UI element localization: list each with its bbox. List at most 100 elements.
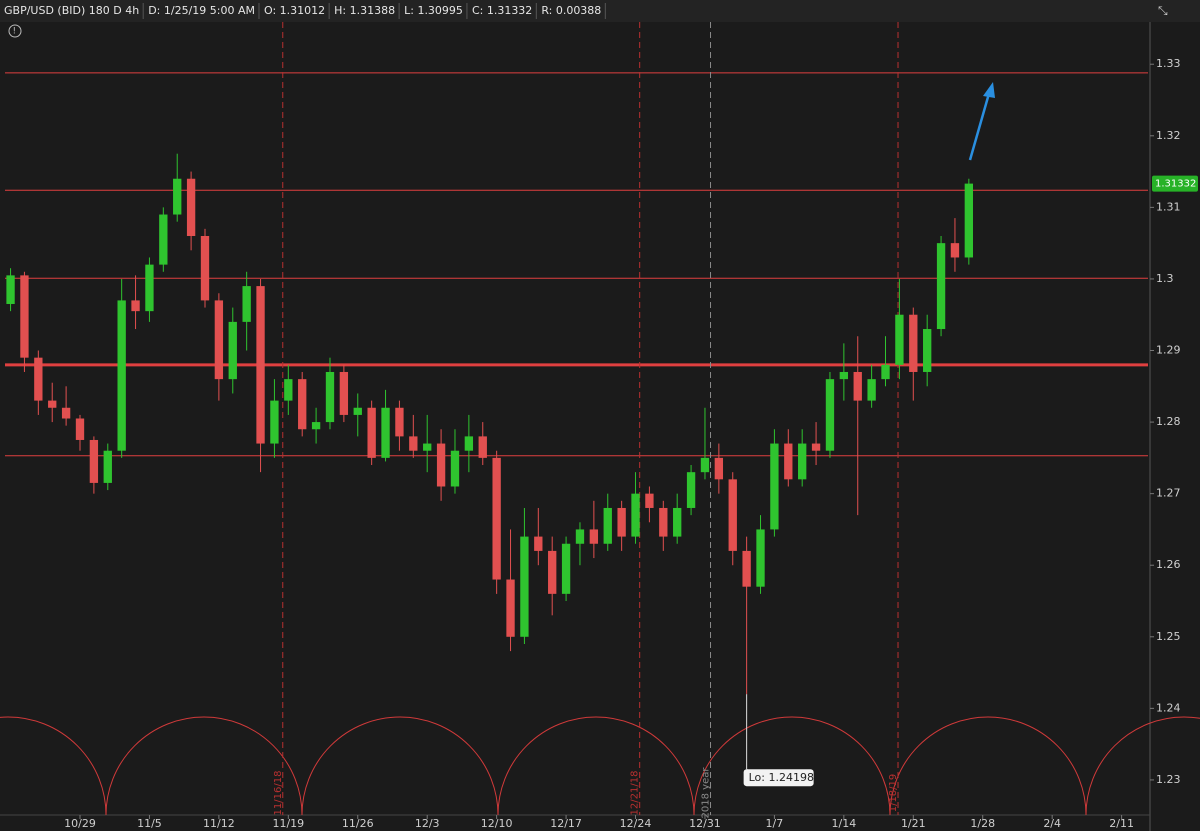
header-field: D: 1/25/19 5:00 AM <box>148 4 255 17</box>
candle-body <box>534 536 543 551</box>
header-field: GBP/USD (BID) 180 D 4h <box>4 4 139 17</box>
y-tick-label: 1.31 <box>1156 200 1181 213</box>
date-marker-label: 1/18/19 <box>888 774 899 813</box>
y-tick-label: 1.29 <box>1156 344 1181 357</box>
candle-body <box>686 472 696 508</box>
candle-body <box>284 379 293 401</box>
candle-body <box>589 529 599 544</box>
candle-body <box>673 507 682 537</box>
candle-body <box>631 493 640 537</box>
candle-body <box>353 407 362 415</box>
candle-body <box>311 422 321 430</box>
candle-body <box>728 479 737 551</box>
x-tick-label: 10/29 <box>64 817 96 830</box>
y-tick-label: 1.27 <box>1156 487 1181 500</box>
y-tick-label: 1.3 <box>1156 272 1174 285</box>
x-tick-label: 1/21 <box>901 817 926 830</box>
candle-body <box>89 439 99 483</box>
candle-body <box>409 436 418 451</box>
header-field: R: 0.00388 <box>541 4 601 17</box>
candle-body <box>436 443 446 487</box>
candle-body <box>464 436 474 451</box>
price-axis <box>1150 22 1200 831</box>
candle-body <box>645 493 654 508</box>
candle-body <box>936 243 946 330</box>
candle-body <box>770 443 779 530</box>
date-marker-label: 12/21/18 <box>630 771 641 816</box>
date-marker-label: 11/16/18 <box>273 771 284 816</box>
candle-body <box>909 314 918 372</box>
candle-body <box>159 214 168 265</box>
candle-body <box>839 371 849 380</box>
x-tick-label: 2/11 <box>1109 817 1134 830</box>
candle-body <box>450 450 460 487</box>
x-tick-label: 11/26 <box>342 817 374 830</box>
candle-body <box>381 407 390 458</box>
tool-icon[interactable]: ⤡ <box>1158 4 1168 18</box>
candle-body <box>242 286 251 322</box>
x-tick-label: 11/12 <box>203 817 235 830</box>
candle-body <box>811 443 821 451</box>
candle-body <box>853 371 862 401</box>
header-field: H: 1.31388 <box>334 4 395 17</box>
x-tick-label: 12/31 <box>689 817 721 830</box>
candle-body <box>881 364 890 380</box>
y-tick-label: 1.33 <box>1156 57 1181 70</box>
candle-body <box>478 436 487 458</box>
x-tick-label: 2/4 <box>1043 817 1061 830</box>
candle-body <box>48 400 57 408</box>
x-tick-label: 1/28 <box>970 817 995 830</box>
candle-body <box>700 457 710 473</box>
candle-body <box>20 275 29 358</box>
arrow <box>968 82 995 161</box>
candle-body <box>825 379 835 451</box>
candle-body <box>575 529 585 544</box>
candle-body <box>256 286 265 444</box>
candle-body <box>214 300 224 380</box>
candle-body <box>950 243 960 258</box>
candle-body <box>395 407 404 437</box>
candle-body <box>117 300 126 451</box>
candle-body <box>298 379 307 430</box>
low-label: Lo: 1.24198 <box>749 771 814 784</box>
header-field: C: 1.31332 <box>472 4 532 17</box>
y-tick-label: 1.32 <box>1156 129 1181 142</box>
candle-body <box>603 507 612 544</box>
candle-body <box>742 550 751 587</box>
candle-body <box>339 371 349 415</box>
header-bar <box>0 0 1200 22</box>
x-tick-label: 12/17 <box>550 817 582 830</box>
candle-body <box>131 300 140 312</box>
candle-body <box>186 178 196 236</box>
x-tick-label: 1/7 <box>766 817 784 830</box>
candle-body <box>867 379 876 401</box>
candle-body <box>756 529 765 587</box>
x-tick-label: 12/24 <box>620 817 652 830</box>
header-field: O: 1.31012 <box>264 4 325 17</box>
candle-body <box>6 275 15 304</box>
x-tick-label: 11/19 <box>272 817 304 830</box>
y-tick-label: 1.26 <box>1156 558 1181 571</box>
y-tick-label: 1.23 <box>1156 773 1181 786</box>
candle-body <box>367 407 376 458</box>
y-tick-label: 1.28 <box>1156 415 1181 428</box>
settings-icon[interactable]: ! <box>13 27 17 37</box>
candle-body <box>228 321 237 380</box>
y-tick-label: 1.24 <box>1156 701 1181 714</box>
candle-body <box>145 264 154 312</box>
candle-body <box>895 314 904 365</box>
candle-body <box>34 357 43 401</box>
candle-body <box>798 443 807 480</box>
x-tick-label: 1/14 <box>831 817 856 830</box>
x-tick-label: 11/5 <box>137 817 162 830</box>
candle-body <box>103 450 112 483</box>
candle-body <box>659 507 668 537</box>
settings-icon[interactable] <box>8 24 22 38</box>
candle-body <box>506 579 515 637</box>
x-tick-label: 12/3 <box>415 817 440 830</box>
candle-body <box>617 507 626 537</box>
low-label-box <box>743 769 814 787</box>
candle-body <box>923 329 932 372</box>
candle-body <box>548 550 557 594</box>
